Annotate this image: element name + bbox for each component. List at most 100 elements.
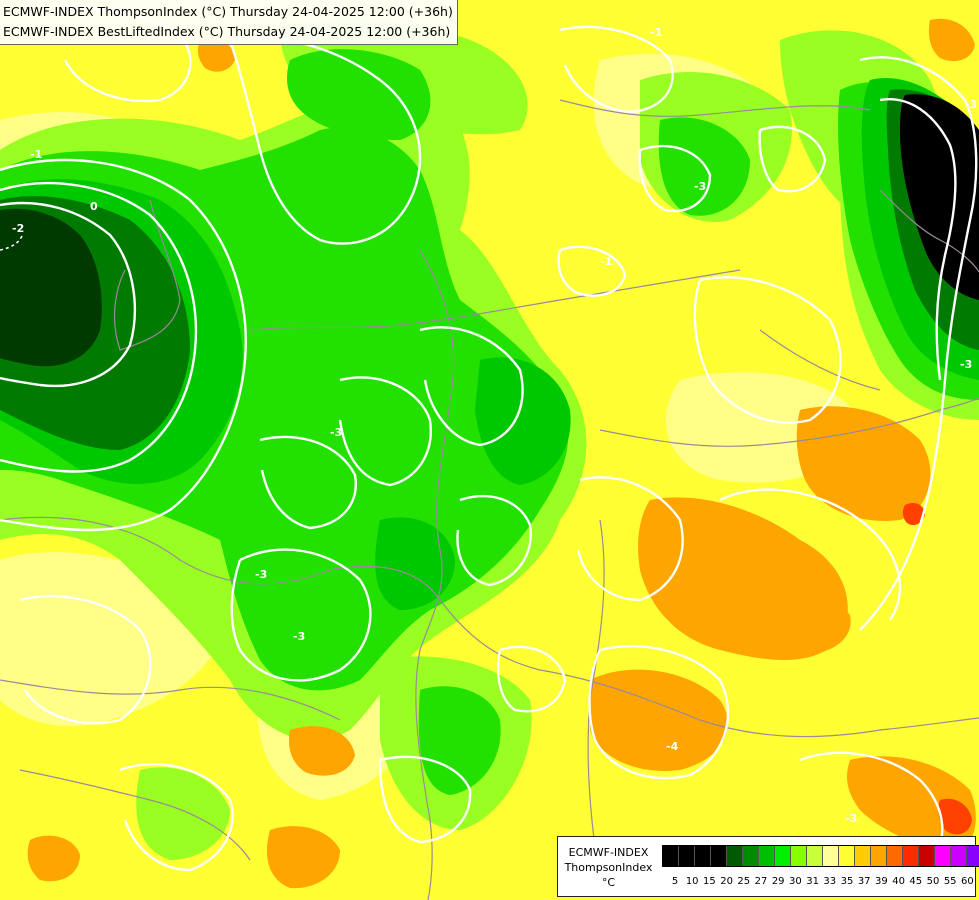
legend-swatch [839, 846, 855, 866]
country-border-line [599, 397, 979, 447]
legend-tick-label: 31 [806, 876, 819, 887]
contour-line [859, 56, 978, 631]
title-thompson-index: ECMWF-INDEX ThompsonIndex (°C) Thursday … [3, 4, 453, 19]
country-border-line [113, 199, 181, 351]
dashed-contour-line [0, 235, 23, 251]
country-border-line [0, 516, 441, 601]
contour-line [557, 245, 627, 297]
bright-green-zone [418, 686, 501, 795]
orange-zone [288, 726, 355, 776]
country-border-line [879, 189, 979, 273]
orange-zone [266, 826, 340, 889]
title-best-lifted-index: ECMWF-INDEX BestLiftedIndex (°C) Thursda… [3, 24, 451, 39]
contour-line [693, 276, 842, 424]
country-border-line [19, 769, 251, 861]
legend-tick-label: 37 [857, 876, 871, 887]
legend-swatch [967, 846, 979, 866]
contour-line [588, 645, 730, 780]
contour-label: 0 [90, 200, 98, 213]
country-borders [0, 99, 979, 900]
legend-parameter-label: ThompsonIndex [564, 861, 653, 874]
contour-line [119, 762, 234, 872]
contour-label: -3 [293, 630, 305, 643]
legend-swatch [935, 846, 951, 866]
green-zone [375, 517, 455, 610]
very-dark-green-zone [0, 208, 102, 367]
lifted-index-contours [0, 7, 978, 872]
red-orange-spot [938, 798, 972, 835]
legend-swatch [775, 846, 791, 866]
country-border-line [415, 249, 455, 900]
contour-label: -3 [330, 426, 342, 439]
legend-tick-label: 33 [823, 876, 837, 887]
contour-line [338, 376, 432, 487]
contour-line [0, 158, 247, 532]
contour-line [419, 326, 524, 447]
contour-label: -4 [666, 740, 679, 753]
contour-line [799, 751, 944, 861]
bright-green-zone [287, 49, 431, 141]
legend-tick-label: 15 [703, 876, 716, 887]
country-border-line [439, 599, 979, 738]
legend-tick-label: 5 [671, 876, 679, 887]
legend-tick-label: 39 [875, 876, 888, 887]
legend-swatch [711, 846, 727, 866]
contour-line [230, 548, 372, 682]
red-orange-spot [902, 503, 925, 526]
legend-swatch [679, 846, 695, 866]
orange-zone [27, 835, 81, 882]
legend-swatch [823, 846, 839, 866]
contour-line [559, 25, 674, 114]
legend-title: ECMWF-INDEX ThompsonIndex °C [561, 845, 656, 890]
contour-label: -2 [12, 222, 24, 235]
country-border-line [559, 99, 871, 117]
contour-label: -3 [965, 98, 977, 111]
contour-label: -1 [600, 255, 612, 268]
legend-tick-label: 35 [840, 876, 854, 887]
country-border-line [759, 329, 881, 391]
legend-tick-label: 50 [926, 876, 940, 887]
legend-tick-label: 10 [685, 876, 699, 887]
legend-unit-label: °C [601, 876, 616, 889]
legend-swatch [695, 846, 711, 866]
legend-tick-label: 25 [737, 876, 751, 887]
legend-swatch [743, 846, 759, 866]
contour-line [0, 181, 198, 473]
legend-swatch [807, 846, 823, 866]
orange-zone [740, 586, 851, 655]
contour-line [496, 645, 567, 713]
contour-label: -3 [960, 358, 972, 371]
legend-tick-label: 27 [754, 876, 768, 887]
black-zone [900, 94, 979, 300]
legend-tick-label: 20 [720, 876, 733, 887]
contour-line [0, 201, 136, 388]
legend-swatch [887, 846, 903, 866]
legend-swatch [759, 846, 775, 866]
legend-model-label: ECMWF-INDEX [568, 846, 649, 859]
contour-line [259, 435, 357, 530]
legend-swatch [871, 846, 887, 866]
legend-swatch [903, 846, 919, 866]
legend-swatch [791, 846, 807, 866]
legend-tick-label: 45 [909, 876, 923, 887]
legend-swatch [951, 846, 967, 866]
green-zone [475, 357, 571, 485]
map-title-box: ECMWF-INDEX ThompsonIndex (°C) Thursday … [0, 0, 458, 45]
lime-zone [136, 767, 230, 860]
orange-zone [928, 18, 975, 62]
contour-labels: -2 0 -1 -3 -3 -1 -3 -3 -3 -4 -3 -1 -3 [12, 26, 977, 825]
contour-label: -3 [255, 568, 267, 581]
legend-tick-label: 29 [771, 876, 785, 887]
contour-label: -1 [650, 26, 662, 39]
contour-line [576, 476, 684, 602]
contour-line [19, 595, 152, 725]
contour-line [378, 755, 472, 844]
legend-swatch [855, 846, 871, 866]
legend-tick-label: 30 [789, 876, 802, 887]
contour-line [228, 36, 422, 245]
orange-zone [197, 38, 235, 72]
legend-tick-labels: 5 10 15 20 25 27 29 30 31 33 35 37 39 40 45 50 55 60 [662, 875, 974, 889]
legend-tick-label: 40 [892, 876, 905, 887]
